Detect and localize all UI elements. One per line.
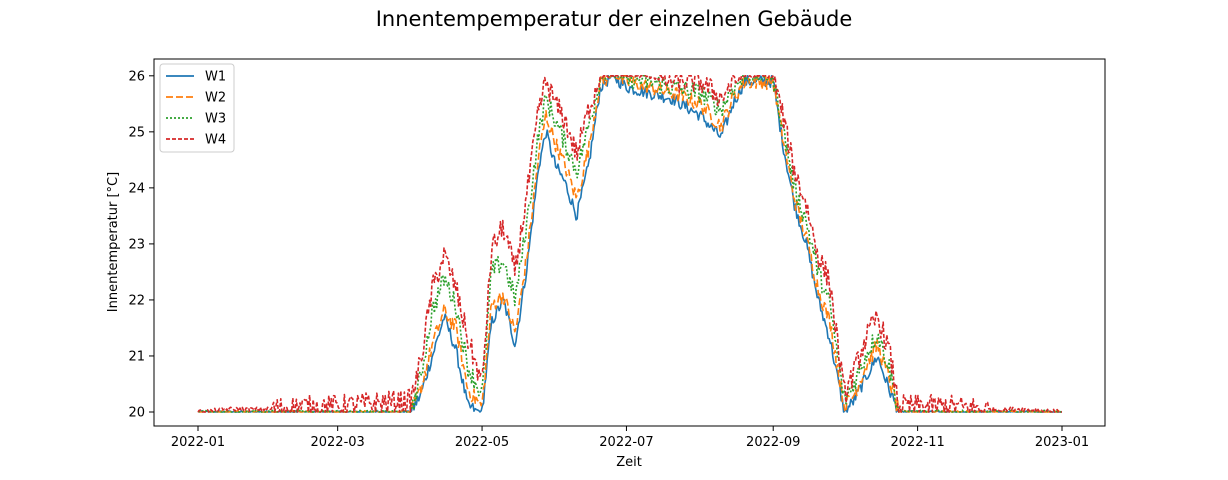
chart-title: Innentempemperatur der einzelnen Gebäude [376, 7, 853, 31]
legend-label-w1: W1 [205, 70, 226, 85]
legend-label-w3: W3 [205, 112, 226, 127]
x-tick-label: 2022-07 [599, 435, 653, 450]
series-line-w2 [197, 75, 1062, 413]
y-tick-label: 26 [128, 69, 145, 84]
legend: W1 W2 W3 W4 [159, 63, 235, 153]
y-tick-label: 23 [128, 237, 145, 252]
y-tick-label: 21 [128, 349, 145, 364]
y-axis-title: Innentemperatur [°C] [106, 172, 121, 312]
plot-frame [153, 58, 1106, 427]
x-tick-label: 2023-01 [1035, 435, 1089, 450]
y-tick-label: 22 [128, 293, 145, 308]
x-axis-title: Zeit [616, 455, 642, 470]
x-tick-label: 2022-05 [455, 435, 509, 450]
legend-label-w2: W2 [205, 91, 226, 106]
y-axis: 20 21 22 23 24 25 26 [128, 69, 154, 420]
x-axis: 2022-01 2022-03 2022-05 2022-07 2022-09 2022-… [171, 426, 1089, 450]
x-tick-label: 2022-11 [890, 435, 944, 450]
y-tick-label: 20 [128, 405, 145, 420]
x-tick-label: 2022-01 [171, 435, 225, 450]
legend-box [159, 63, 235, 153]
x-tick-label: 2022-09 [746, 435, 800, 450]
x-tick-label: 2022-03 [310, 435, 364, 450]
series-line-w3 [197, 75, 1063, 413]
y-tick-label: 24 [128, 181, 145, 196]
y-tick-label: 25 [128, 125, 145, 140]
series-line-w1 [197, 75, 1062, 413]
series-line-w4 [197, 75, 1062, 413]
series-layer [197, 75, 1063, 413]
legend-label-w4: W4 [205, 133, 226, 148]
